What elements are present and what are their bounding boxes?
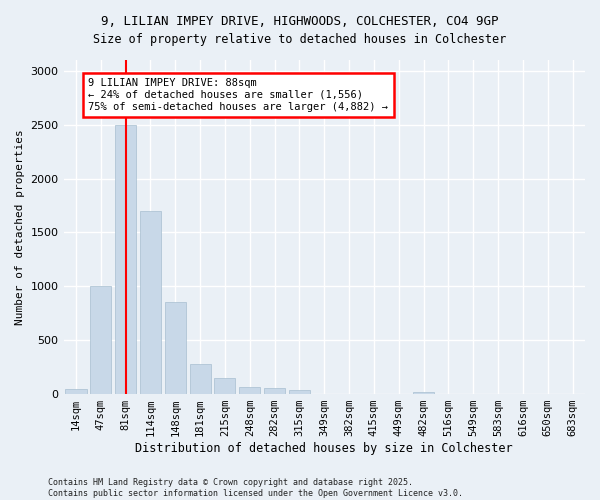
Y-axis label: Number of detached properties: Number of detached properties xyxy=(15,129,25,325)
Bar xyxy=(289,390,310,394)
Bar xyxy=(214,378,235,394)
Bar xyxy=(165,302,186,394)
Bar xyxy=(90,286,112,394)
Bar xyxy=(264,388,285,394)
Bar xyxy=(140,211,161,394)
Bar xyxy=(413,392,434,394)
Text: 9 LILIAN IMPEY DRIVE: 88sqm
← 24% of detached houses are smaller (1,556)
75% of : 9 LILIAN IMPEY DRIVE: 88sqm ← 24% of det… xyxy=(88,78,388,112)
Bar xyxy=(115,124,136,394)
X-axis label: Distribution of detached houses by size in Colchester: Distribution of detached houses by size … xyxy=(136,442,513,455)
Bar xyxy=(239,386,260,394)
Text: 9, LILIAN IMPEY DRIVE, HIGHWOODS, COLCHESTER, CO4 9GP: 9, LILIAN IMPEY DRIVE, HIGHWOODS, COLCHE… xyxy=(101,15,499,28)
Bar xyxy=(190,364,211,394)
Bar xyxy=(65,388,86,394)
Text: Size of property relative to detached houses in Colchester: Size of property relative to detached ho… xyxy=(94,32,506,46)
Text: Contains HM Land Registry data © Crown copyright and database right 2025.
Contai: Contains HM Land Registry data © Crown c… xyxy=(48,478,463,498)
